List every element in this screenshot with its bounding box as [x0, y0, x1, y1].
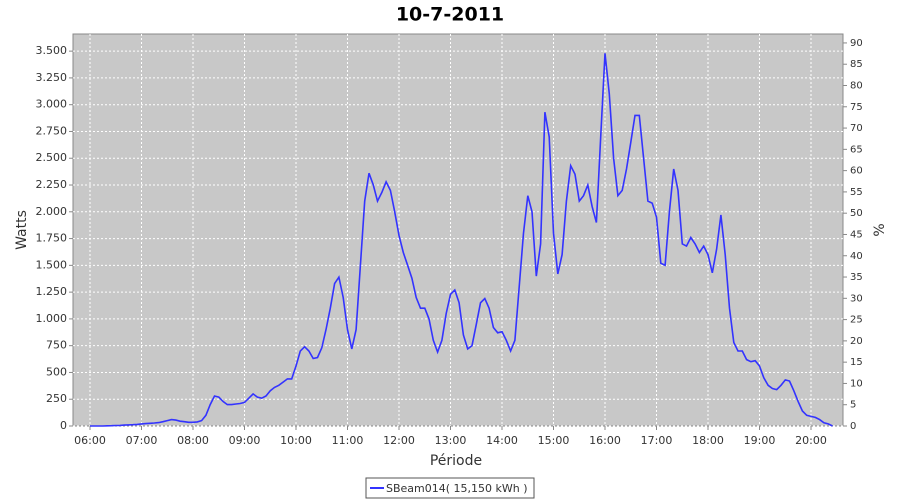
- y-tick-label: 2.500: [36, 151, 68, 164]
- y2-tick-label: 35: [850, 272, 863, 283]
- y-tick-label: 3.500: [36, 44, 68, 57]
- y2-tick-label: 30: [850, 293, 863, 304]
- x-tick-label: 12:00: [383, 434, 415, 447]
- x-tick-label: 06:00: [74, 434, 106, 447]
- y-tick-label: 2.250: [36, 178, 68, 191]
- y2-tick-label: 0: [850, 421, 856, 432]
- y-tick-label: 250: [46, 392, 67, 405]
- chart-title: 10-7-2011: [396, 4, 504, 26]
- x-tick-label: 08:00: [177, 434, 209, 447]
- x-tick-label: 20:00: [795, 434, 827, 447]
- x-tick-label: 11:00: [332, 434, 364, 447]
- y2-tick-label: 25: [850, 315, 863, 326]
- y-tick-label: 0: [60, 419, 67, 432]
- x-tick-label: 17:00: [641, 434, 673, 447]
- y2-tick-label: 70: [850, 123, 863, 134]
- data-line: [90, 53, 833, 427]
- y2-tick-label: 80: [850, 81, 863, 92]
- y-tick-label: 2.750: [36, 124, 68, 137]
- y-tick-label: 750: [46, 339, 67, 352]
- x-tick-label: 14:00: [486, 434, 518, 447]
- y2-tick-label: 90: [850, 38, 863, 49]
- x-tick-label: 10:00: [280, 434, 312, 447]
- legend: [365, 477, 535, 499]
- y2-tick-label: 50: [850, 208, 863, 219]
- x-tick-label: 16:00: [589, 434, 621, 447]
- x-tick-label: 07:00: [126, 434, 158, 447]
- x-tick-label: 19:00: [744, 434, 776, 447]
- x-tick-label: 18:00: [692, 434, 724, 447]
- y-tick-label: 1.250: [36, 285, 68, 298]
- y2-tick-label: 40: [850, 251, 863, 262]
- x-tick-label: 13:00: [435, 434, 467, 447]
- y2-tick-label: 60: [850, 166, 863, 177]
- y2-tick-label: 85: [850, 59, 863, 70]
- y2-tick-label: 55: [850, 187, 863, 198]
- y2-tick-label: 45: [850, 229, 863, 240]
- y2-axis-label: %: [872, 223, 888, 236]
- legend-label: SBeam014( 15,150 kWh ): [386, 482, 528, 495]
- y-tick-label: 500: [46, 365, 67, 378]
- y-tick-label: 1.000: [36, 312, 68, 325]
- y2-tick-label: 75: [850, 102, 863, 113]
- y2-tick-label: 15: [850, 357, 863, 368]
- y-tick-label: 1.750: [36, 232, 68, 245]
- y-tick-label: 2.000: [36, 205, 68, 218]
- y-tick-label: 3.000: [36, 98, 68, 111]
- y2-tick-label: 10: [850, 378, 863, 389]
- y2-tick-label: 5: [850, 400, 856, 411]
- x-axis-label: Période: [430, 453, 482, 469]
- y-axis-label: Watts: [14, 210, 30, 250]
- plot-area: [72, 33, 844, 427]
- y2-tick-label: 20: [850, 336, 863, 347]
- x-tick-label: 15:00: [538, 434, 570, 447]
- y2-tick-label: 65: [850, 144, 863, 155]
- y-tick-label: 3.250: [36, 71, 68, 84]
- y-tick-label: 1.500: [36, 258, 68, 271]
- x-tick-label: 09:00: [229, 434, 261, 447]
